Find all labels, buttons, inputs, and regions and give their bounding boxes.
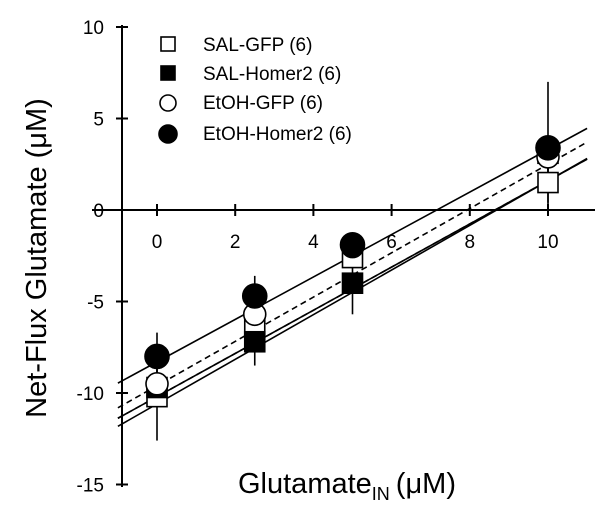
data-point-filled-circle xyxy=(144,343,170,370)
x-tick-label: 8 xyxy=(465,232,476,253)
data-point-open-square xyxy=(537,171,559,194)
y-tick-label: 5 xyxy=(93,110,104,131)
y-axis-title: Net-Flux Glutamate (μM) xyxy=(21,98,53,418)
x-tick-label: 10 xyxy=(537,232,558,253)
y-tick-label: -15 xyxy=(77,476,104,497)
x-axis-title-main: Glutamate xyxy=(238,468,372,500)
data-point-filled-circle xyxy=(241,283,268,309)
y-axis-ticks: 10 5 0 -5 -10 -15 xyxy=(77,18,128,497)
legend-marker-open-circle xyxy=(159,94,177,112)
legend-marker-filled-circle xyxy=(158,124,178,144)
y-tick-label: 10 xyxy=(83,18,104,39)
legend: SAL-GFP (6) SAL-Homer2 (6) EtOH-GFP (6) … xyxy=(158,35,352,145)
legend-label-etoh-gfp: EtOH-GFP (6) xyxy=(203,93,323,114)
x-tick-label: 2 xyxy=(230,232,241,253)
x-axis-title: GlutamateIN (μM) xyxy=(238,468,456,504)
data-point-filled-circle xyxy=(535,134,561,161)
legend-label-sal-homer2: SAL-Homer2 (6) xyxy=(203,64,341,85)
x-axis-title-subscript: IN xyxy=(372,484,390,504)
x-axis-title-unit: (μM) xyxy=(396,468,456,500)
y-tick-label: -5 xyxy=(87,293,104,314)
data-point-open-circle xyxy=(145,372,169,396)
x-axis-ticks: 0 2 4 6 8 10 xyxy=(152,204,559,253)
x-tick-label: 0 xyxy=(152,232,163,253)
legend-marker-open-square xyxy=(160,36,176,52)
data-markers xyxy=(144,134,561,408)
legend-marker-filled-square xyxy=(160,65,176,81)
legend-item-etoh-gfp: EtOH-GFP (6) xyxy=(159,93,323,114)
legend-item-sal-gfp: SAL-GFP (6) xyxy=(160,35,312,56)
x-tick-label: 6 xyxy=(386,232,397,253)
y-tick-label: 0 xyxy=(93,201,104,222)
data-point-filled-circle xyxy=(339,231,366,258)
y-tick-label: -10 xyxy=(77,384,104,405)
legend-label-sal-gfp: SAL-GFP (6) xyxy=(203,35,312,56)
legend-item-sal-homer2: SAL-Homer2 (6) xyxy=(160,64,341,85)
legend-item-etoh-homer2: EtOH-Homer2 (6) xyxy=(158,124,352,145)
x-tick-label: 4 xyxy=(308,232,319,253)
data-point-filled-square xyxy=(341,272,364,295)
legend-label-etoh-homer2: EtOH-Homer2 (6) xyxy=(203,124,352,145)
data-point-filled-square xyxy=(243,330,266,353)
